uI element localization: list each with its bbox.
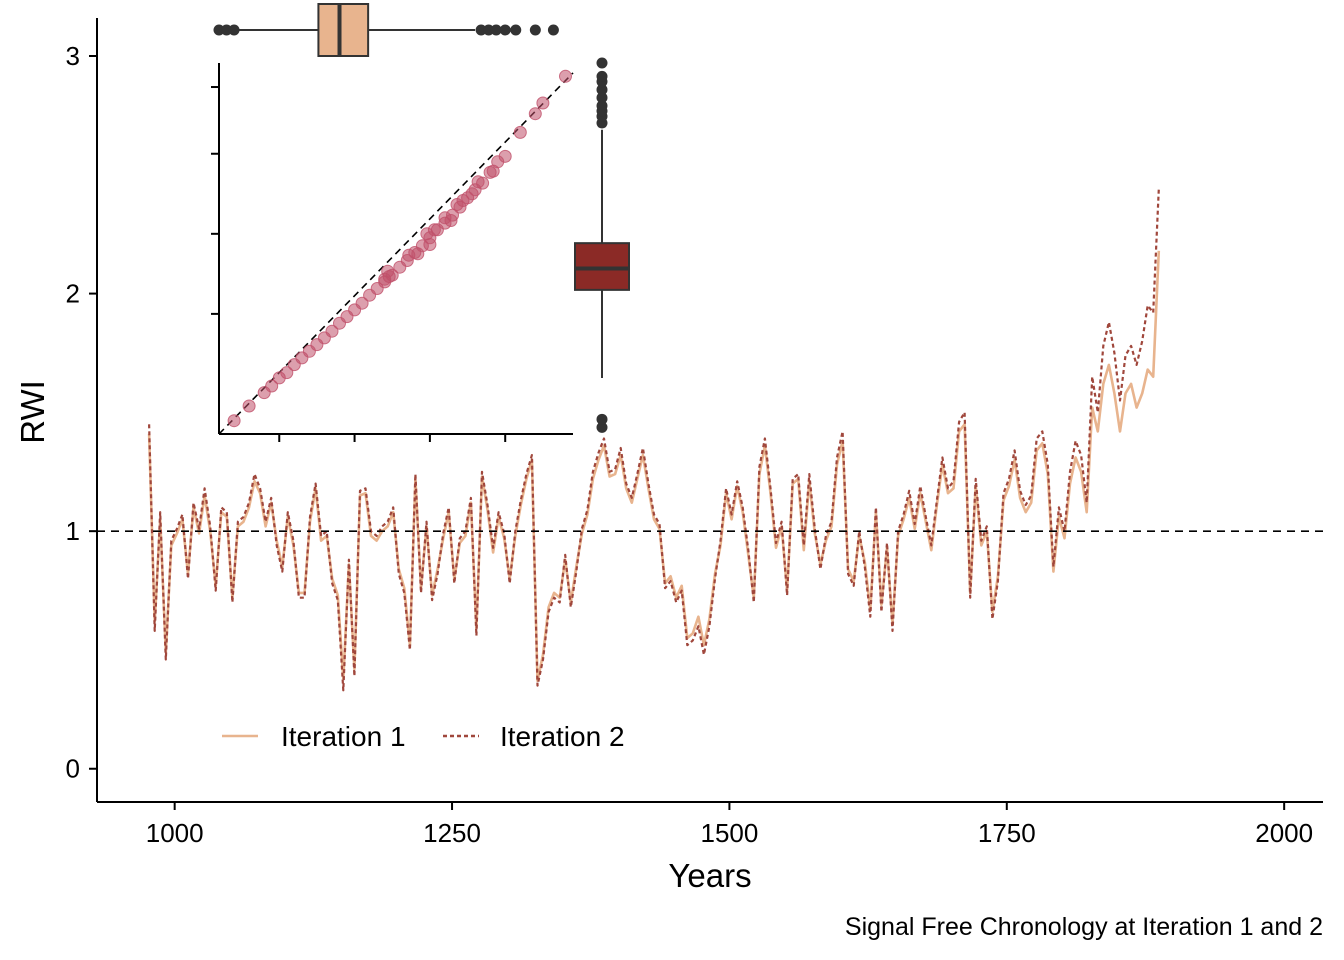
x-tick-label: 1750: [978, 818, 1036, 848]
scatter-point: [498, 149, 512, 163]
scatter-point: [513, 125, 527, 139]
box-right-outlier: [596, 100, 608, 112]
inset-scatter-plot: [205, 58, 577, 442]
x-tick-label: 1250: [423, 818, 481, 848]
scatter-point: [411, 247, 425, 261]
x-tick-label: 2000: [1255, 818, 1313, 848]
box-top-outlier: [529, 24, 541, 36]
box-right-outlier: [596, 92, 608, 104]
box-right-box: [574, 242, 630, 291]
scatter-point: [528, 107, 542, 121]
scatter-point: [242, 399, 256, 413]
x-tick-label: 1000: [146, 818, 204, 848]
box-top-outlier: [483, 24, 495, 36]
box-top-box: [317, 3, 370, 57]
series-layer: [147, 189, 1161, 692]
box-top-outlier: [475, 24, 487, 36]
inset-points: [227, 69, 572, 428]
chart-caption: Signal Free Chronology at Iteration 1 an…: [845, 913, 1323, 941]
inset-boxplot-top: [213, 3, 559, 57]
scatter-point: [227, 414, 241, 428]
scatter-point: [423, 238, 437, 251]
box-top-outlier: [510, 24, 522, 36]
x-tick-label: 1500: [700, 818, 758, 848]
legend-label-iteration-2: Iteration 2: [500, 721, 625, 752]
y-ticks: 0 1 2 3: [66, 41, 97, 784]
box-top-outlier: [547, 24, 559, 36]
x-axis-label: Years: [668, 857, 751, 894]
box-top-outlier: [213, 24, 225, 36]
inset-background: [205, 58, 577, 438]
inset-boxplot-right: [574, 57, 630, 433]
y-tick-label: 3: [66, 41, 80, 71]
y-tick-label: 1: [66, 516, 80, 546]
scatter-point: [465, 187, 479, 201]
box-top-outlier: [228, 24, 240, 36]
y-tick-label: 0: [66, 754, 80, 784]
box-right-outlier: [596, 413, 608, 425]
x-ticks: 1000 1250 1500 1750 2000: [146, 802, 1313, 848]
legend-label-iteration-1: Iteration 1: [281, 721, 406, 752]
box-right-outlier: [596, 70, 608, 82]
scatter-point: [444, 214, 458, 227]
box-top-outlier: [499, 24, 511, 36]
y-axis-label: RWI: [14, 380, 51, 444]
series-line-iteration-2: [148, 189, 1160, 692]
legend: Iteration 1 Iteration 2: [222, 721, 625, 752]
box-right-outlier: [596, 57, 608, 69]
y-tick-label: 2: [66, 279, 80, 309]
scatter-point: [456, 194, 470, 207]
scatter-point: [471, 175, 485, 189]
scatter-point: [265, 379, 279, 393]
scatter-point: [325, 324, 339, 338]
box-right-outlier: [596, 421, 608, 433]
scatter-point: [427, 223, 441, 237]
scatter-point: [486, 164, 500, 178]
box-top-outlier: [490, 24, 502, 36]
scatter-point: [536, 96, 550, 110]
inset-ticks: [211, 86, 507, 442]
scatter-point: [280, 366, 294, 380]
main-plot-area: 1000 1250 1500 1750 2000 0 1 2 3 Years RWI Sign…: [14, 18, 1323, 941]
scatter-point: [382, 270, 396, 283]
box-top-outlier: [221, 24, 233, 36]
scatter-point: [559, 69, 572, 83]
scatter-point: [355, 296, 369, 310]
box-right-outlier: [596, 84, 608, 96]
